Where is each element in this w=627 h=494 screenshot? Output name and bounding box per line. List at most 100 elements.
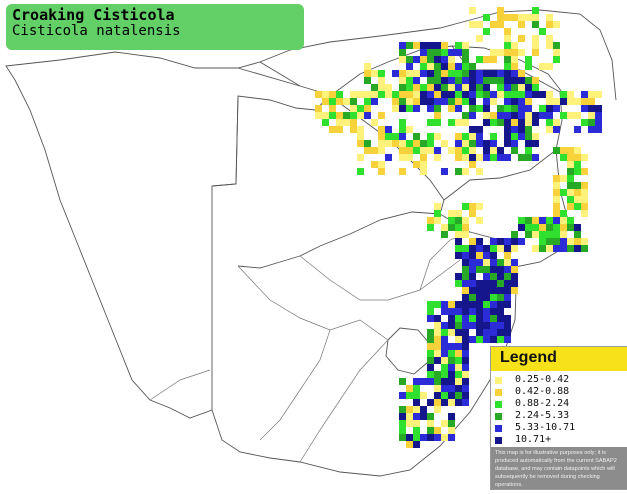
grid-square (476, 245, 483, 252)
grid-square (497, 245, 504, 252)
grid-square (476, 84, 483, 91)
grid-square (497, 294, 504, 301)
grid-square (385, 91, 392, 98)
grid-square (420, 56, 427, 63)
grid-square (581, 105, 588, 112)
grid-square (469, 245, 476, 252)
grid-square (469, 70, 476, 77)
grid-square (462, 322, 469, 329)
grid-square (427, 315, 434, 322)
grid-square (504, 336, 511, 343)
grid-square (560, 238, 567, 245)
grid-square (525, 14, 532, 21)
grid-square (553, 238, 560, 245)
grid-square (581, 119, 588, 126)
grid-square (413, 70, 420, 77)
grid-square (434, 378, 441, 385)
legend-range: 0.88-2.24 (515, 398, 570, 409)
legend-swatch (495, 437, 502, 444)
grid-square (483, 266, 490, 273)
grid-square (399, 105, 406, 112)
grid-square (546, 14, 553, 21)
grid-square (378, 70, 385, 77)
grid-square (455, 140, 462, 147)
grid-square (357, 91, 364, 98)
grid-square (504, 133, 511, 140)
grid-square (399, 42, 406, 49)
grid-square (511, 105, 518, 112)
grid-square (413, 392, 420, 399)
grid-square (448, 308, 455, 315)
grid-square (448, 378, 455, 385)
grid-square (322, 91, 329, 98)
grid-square (441, 63, 448, 70)
grid-square (497, 112, 504, 119)
grid-square (469, 7, 476, 14)
grid-square (525, 91, 532, 98)
grid-square (357, 112, 364, 119)
grid-square (399, 147, 406, 154)
grid-square (427, 70, 434, 77)
grid-square (560, 231, 567, 238)
grid-square (490, 238, 497, 245)
grid-square (574, 112, 581, 119)
grid-square (476, 126, 483, 133)
grid-square (371, 70, 378, 77)
grid-square (497, 280, 504, 287)
grid-square (490, 21, 497, 28)
grid-square (469, 21, 476, 28)
grid-square (441, 392, 448, 399)
grid-square (476, 56, 483, 63)
grid-square (525, 126, 532, 133)
grid-square (448, 119, 455, 126)
grid-square (476, 329, 483, 336)
grid-square (504, 252, 511, 259)
grid-square (378, 77, 385, 84)
species-common-name: Croaking Cisticola (12, 6, 175, 24)
grid-square (546, 21, 553, 28)
grid-square (595, 112, 602, 119)
grid-square (497, 336, 504, 343)
grid-square (518, 98, 525, 105)
grid-square (490, 119, 497, 126)
grid-square (588, 112, 595, 119)
grid-square (364, 91, 371, 98)
grid-square (567, 147, 574, 154)
grid-square (469, 147, 476, 154)
grid-square (385, 154, 392, 161)
grid-square (511, 42, 518, 49)
grid-square (532, 21, 539, 28)
grid-square (427, 378, 434, 385)
grid-square (315, 112, 322, 119)
grid-square (434, 133, 441, 140)
grid-square (455, 273, 462, 280)
grid-square (455, 91, 462, 98)
grid-square (413, 413, 420, 420)
grid-square (406, 91, 413, 98)
grid-square (504, 266, 511, 273)
grid-square (427, 133, 434, 140)
grid-square (427, 399, 434, 406)
grid-square (434, 336, 441, 343)
grid-square (546, 91, 553, 98)
grid-square (434, 329, 441, 336)
grid-square (427, 56, 434, 63)
grid-square (490, 133, 497, 140)
grid-square (546, 245, 553, 252)
grid-square (399, 98, 406, 105)
grid-square (455, 399, 462, 406)
grid-square (546, 63, 553, 70)
grid-square (392, 140, 399, 147)
grid-square (406, 441, 413, 448)
grid-square (469, 154, 476, 161)
grid-square (322, 119, 329, 126)
grid-square (546, 231, 553, 238)
grid-square (427, 49, 434, 56)
grid-square (350, 112, 357, 119)
grid-square (546, 112, 553, 119)
grid-square (462, 112, 469, 119)
grid-square (476, 105, 483, 112)
grid-square (406, 70, 413, 77)
grid-square (385, 140, 392, 147)
grid-square (455, 301, 462, 308)
